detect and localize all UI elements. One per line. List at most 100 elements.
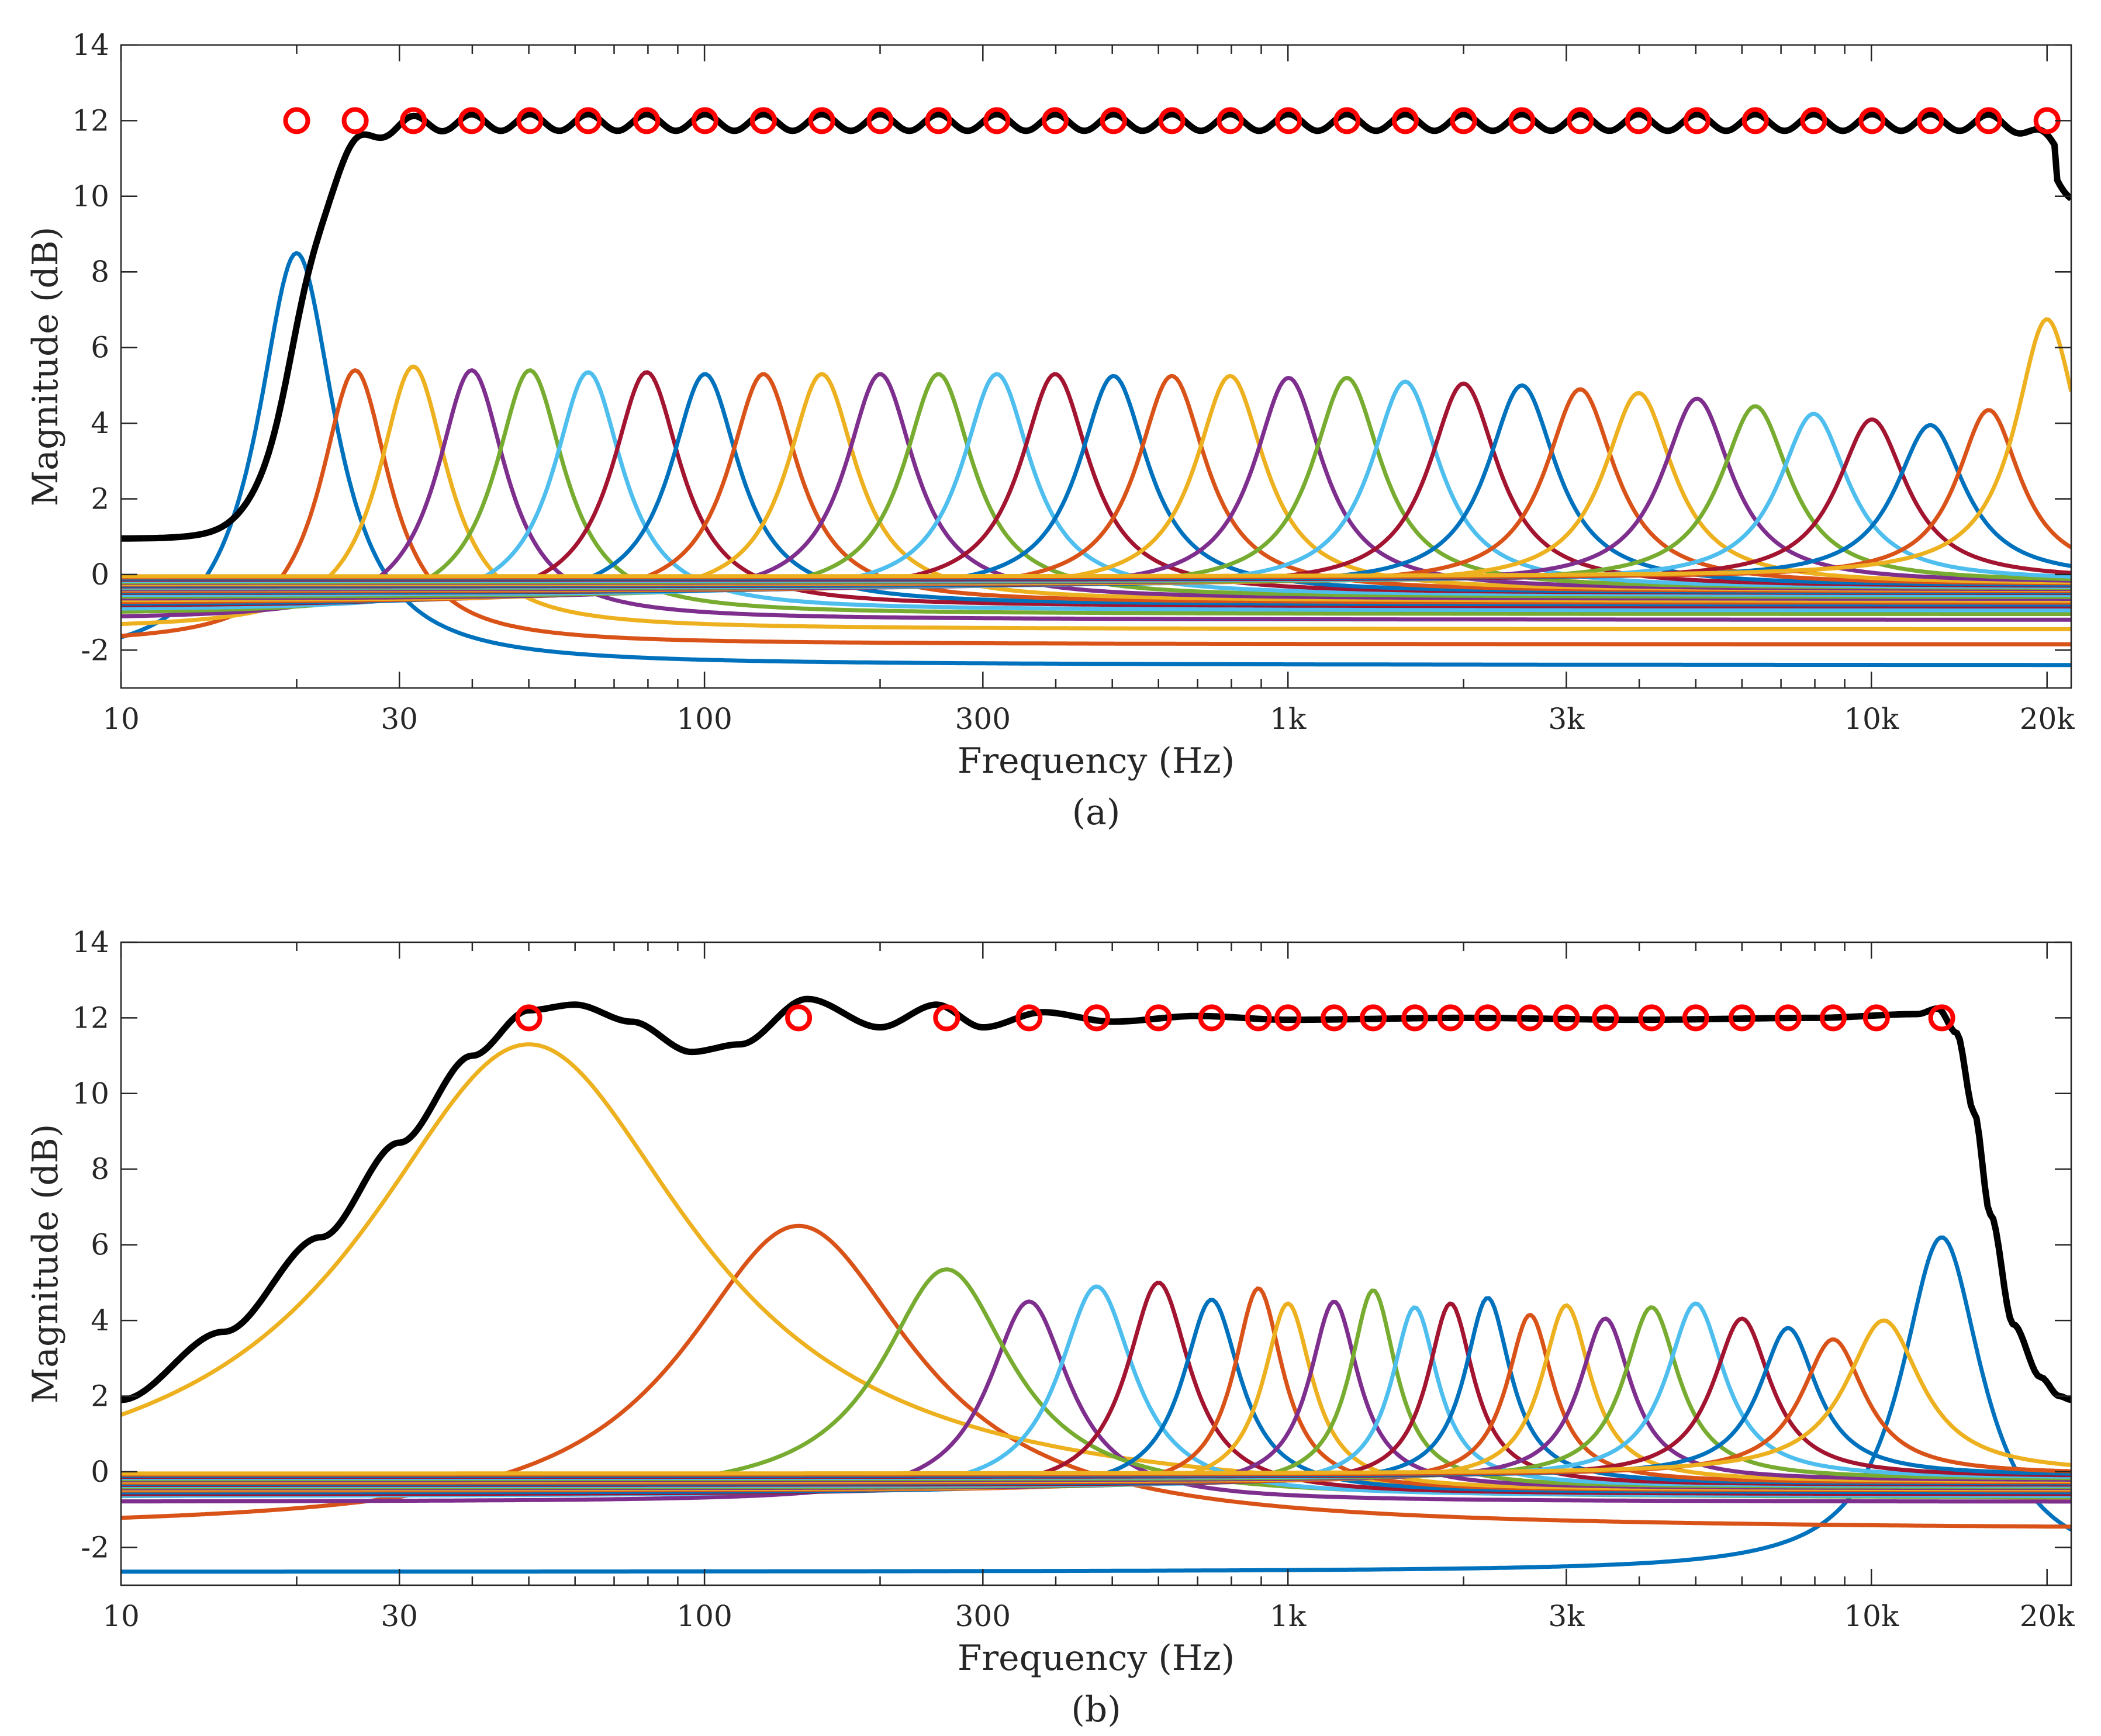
y-tick-label: 6 [91,1228,109,1262]
design-marker [1683,107,1710,134]
x-tick-labels-a: 10 30 100 300 1k 3k 10k 20k [102,702,2075,736]
design-marker [575,107,602,134]
design-markers-a [283,107,2061,134]
design-marker [1274,1004,1302,1032]
design-marker [983,107,1011,134]
x-tick-label: 3k [1548,702,1585,736]
design-marker [341,107,369,134]
y-tick-label: 6 [91,331,109,365]
design-marker [1928,1004,1955,1032]
design-marker [1083,1004,1110,1032]
design-marker [1321,1004,1348,1032]
y-tick-label: 4 [91,1303,109,1337]
design-marker [1625,107,1652,134]
y-tick-label: 8 [91,1152,109,1186]
x-tick-label: 300 [955,702,1011,736]
design-marker [1728,1004,1756,1032]
y-tick-labels-b: -2 0 2 4 6 8 10 12 14 [72,925,109,1564]
design-marker [1245,1004,1272,1032]
design-marker [516,107,544,134]
design-marker [1145,1004,1172,1032]
x-axis-title-a: Frequency (Hz) [958,741,1235,781]
design-marker [633,107,661,134]
design-marker [515,1004,542,1032]
y-tick-label: 12 [72,103,109,137]
design-marker [1158,107,1186,134]
band-curve [121,1235,2071,1574]
x-tick-label: 20k [2020,702,2075,736]
total-response-b [121,995,2071,1403]
design-marker [1862,1004,1890,1032]
design-marker [808,107,835,134]
x-tick-labels-b: 10 30 100 300 1k 3k 10k 20k [102,1599,2075,1633]
y-tick-label: 0 [91,1455,109,1489]
band-curve [121,251,2071,668]
y-tick-labels-a: -2 0 2 4 6 8 10 12 14 [72,28,109,667]
x-tick-label: 20k [2020,1599,2075,1633]
band-curves-b [121,1042,2071,1574]
design-marker [1437,1004,1464,1032]
design-marker [1774,1004,1802,1032]
total-response-line [121,995,2071,1403]
y-tick-label: 10 [72,179,109,213]
band-curve [121,1318,2071,1476]
ticks-b [120,941,2071,1585]
design-marker [458,107,485,134]
design-marker [1638,1004,1665,1032]
panel-caption-a: (a) [1072,792,1121,833]
design-marker [1567,107,1594,134]
design-marker [1592,1004,1619,1032]
design-marker [1401,1004,1429,1032]
design-marker [1391,107,1419,134]
band-curve [121,317,2071,579]
design-marker [749,107,777,134]
design-marker [1333,107,1361,134]
y-tick-label: 2 [91,482,109,516]
x-tick-label: 100 [676,1599,732,1633]
band-curve [121,1299,2071,1504]
x-tick-label: 300 [955,1599,1011,1633]
y-axis-title-b: Magnitude (dB) [25,1124,66,1404]
design-marker [933,1004,960,1032]
band-curves-a [121,251,2071,668]
design-marker [1474,1004,1501,1032]
x-tick-label: 10 [102,1599,140,1633]
band-curve [121,364,2071,631]
panel-b: -2 0 2 4 6 8 10 12 14 10 30 100 300 1k 3… [25,925,2075,1730]
design-marker [1858,107,1886,134]
design-marker [691,107,718,134]
x-axis-title-b: Frequency (Hz) [958,1638,1235,1679]
design-marker [1198,1004,1225,1032]
design-marker [1100,107,1127,134]
design-marker [1217,107,1244,134]
band-curve [121,368,2071,616]
y-tick-label: -2 [81,1530,109,1564]
x-tick-label: 10 [102,702,140,736]
design-marker [1015,1004,1043,1032]
y-tick-label: 8 [91,255,109,289]
design-marker [1800,107,1827,134]
design-marker [866,107,894,134]
design-marker [785,1004,813,1032]
x-tick-label: 1k [1270,702,1307,736]
y-tick-label: 0 [91,558,109,592]
y-tick-label: 12 [72,1001,109,1035]
x-tick-label: 30 [381,702,418,736]
x-tick-label: 100 [676,702,732,736]
x-tick-label: 30 [381,1599,418,1633]
design-marker [1042,107,1069,134]
design-marker [1975,107,2002,134]
x-tick-label: 10k [1844,1599,1899,1633]
design-marker [283,107,310,134]
y-tick-label: -2 [81,633,109,667]
y-axis-title-a: Magnitude (dB) [25,227,66,507]
design-marker [1819,1004,1847,1032]
ticks-a [120,44,2071,688]
design-marker [1741,107,1769,134]
design-marker [1275,107,1302,134]
band-curve [121,368,2071,622]
design-marker [1508,107,1536,134]
design-markers-b [515,1004,1955,1032]
axes-box-a [120,44,2072,689]
